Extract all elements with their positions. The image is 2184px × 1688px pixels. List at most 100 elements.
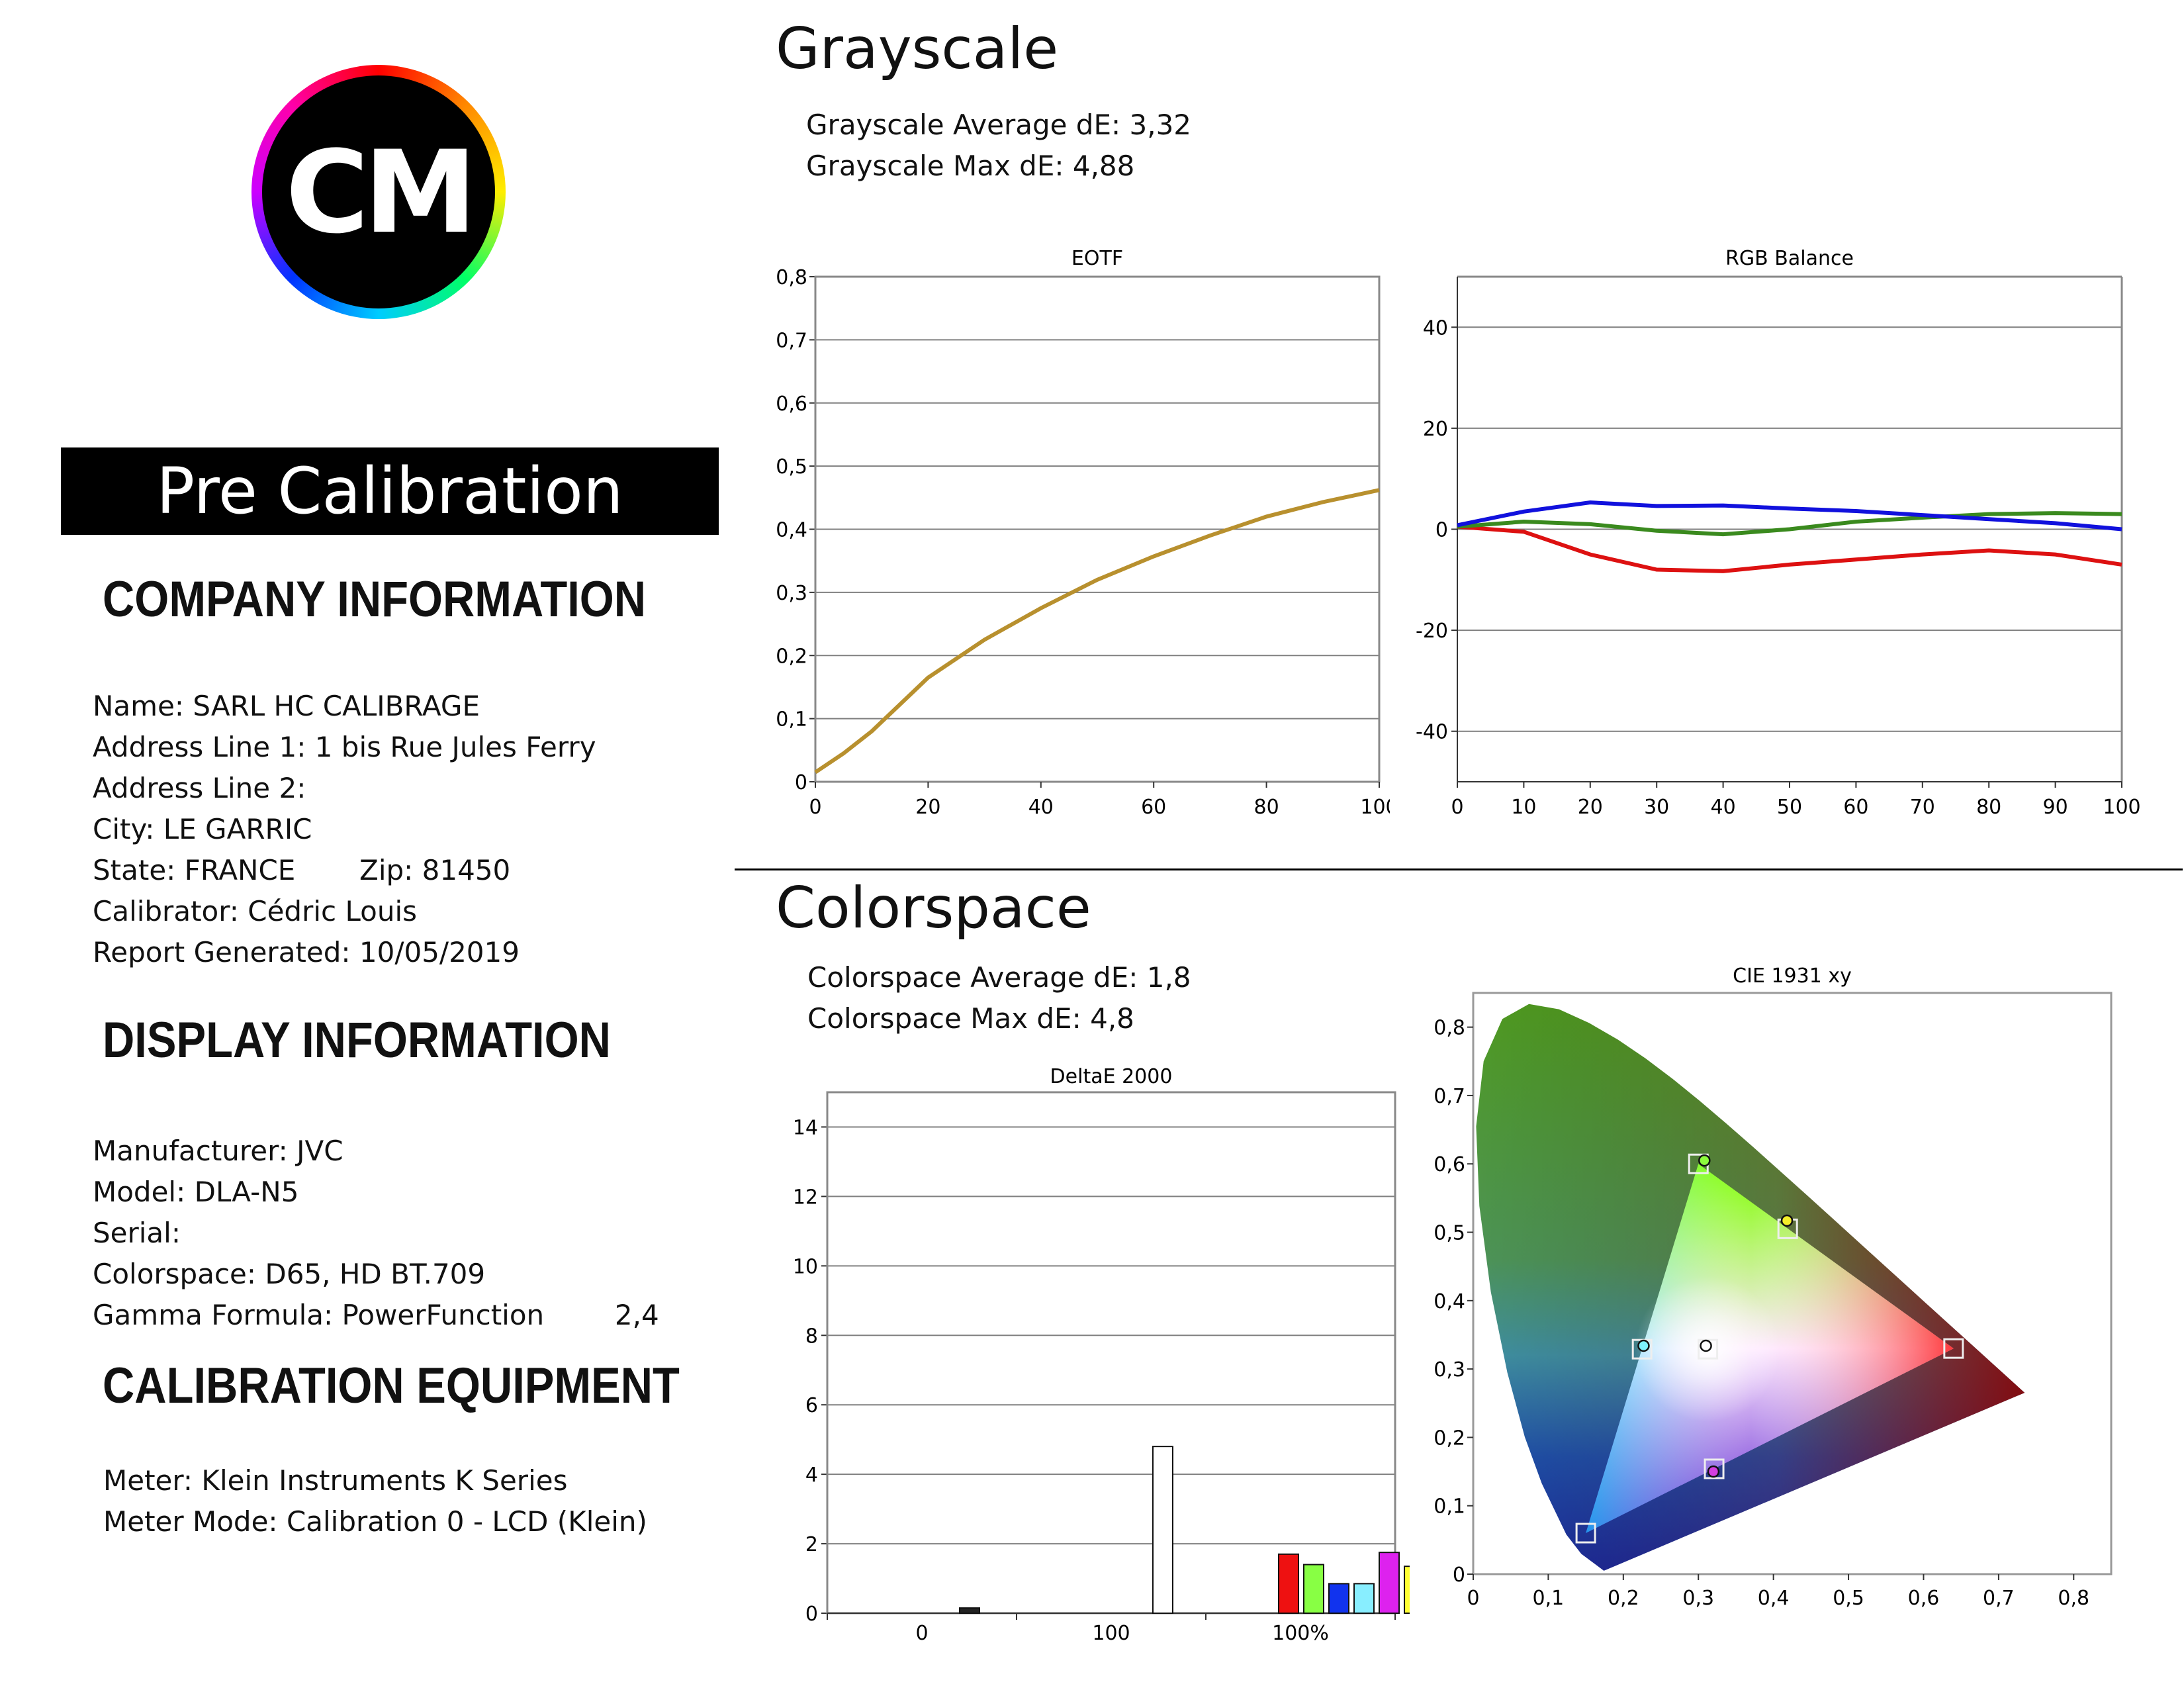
company-zip: Zip: 81450 [359,854,511,886]
deltae-bar [1303,1564,1324,1615]
deltae-bar [1328,1583,1349,1614]
grayscale-stats: Grayscale Average dE: 3,32 Grayscale Max… [806,105,1191,187]
eotf-target-line [815,489,1380,773]
cie-x-tick-label: 0 [1467,1587,1479,1610]
cie-x-tick-label: 0,6 [1908,1587,1940,1610]
eotf-y-tick-label: 0,1 [776,708,807,731]
cie-y-tick-label: 0,7 [1433,1085,1465,1108]
deltae-y-tick-label: 8 [805,1325,818,1348]
cie-x-tick-label: 0,8 [2058,1587,2089,1610]
eotf-chart: EOTF 0 0,1 0,2 0,3 0,4 0,5 0,6 0,7 0,8 0 20 40 60 80 10… [776,247,1390,819]
cie-measured-magenta [1707,1465,1720,1478]
rgb-x-tick-label: 10 [1511,796,1536,819]
cie-y-tick-label: 0,1 [1433,1495,1465,1519]
cie-y-tick-label: 0,8 [1433,1017,1465,1040]
deltae-y-tick-label: 4 [805,1464,818,1487]
rgb-x-tick-label: 50 [1777,796,1802,819]
display-gamma-value: 2,4 [614,1299,659,1331]
colorspace-max-de: Colorspace Max dE: 4,8 [807,1002,1134,1035]
grayscale-average-de: Grayscale Average dE: 3,32 [806,109,1192,141]
deltae-2000-chart: DeltaE 2000 0 2 4 6 8 10 12 14 0 100 100% [793,1065,1410,1645]
rgb-balance-title: RGB Balance [1725,247,1854,270]
logo-inner: CM [262,75,495,308]
deltae-bar [1353,1583,1375,1614]
rgb-y-tick-label: 40 [1423,316,1448,340]
cie-y-tick-label: 0,4 [1433,1290,1465,1313]
grayscale-title: Grayscale [776,16,1059,82]
cie-y-tick-label: 0,3 [1433,1358,1465,1382]
eotf-x-tick-label: 20 [915,796,940,819]
rgb-x-tick-label: 20 [1578,796,1603,819]
rgb-x-tick-label: 40 [1711,796,1736,819]
cie-target-white [1698,1338,1719,1360]
cie-x-tick-label: 0,1 [1533,1587,1565,1610]
cm-logo: CM [251,65,506,319]
company-name: Name: SARL HC CALIBRAGE [93,690,480,722]
deltae-y-tick-label: 0 [805,1603,818,1626]
rgb-balance-chart: RGB Balance -40 -20 0 20 40 0 10 20 30 40 50 60 70 80 9… [1416,247,2141,819]
cie-y-tick-label: 0 [1453,1564,1465,1587]
cie-target-magenta [1704,1458,1725,1479]
deltae-x-tick-label: 100 [1092,1622,1130,1645]
eotf-plot-frame [814,275,1381,783]
eotf-x-tick-label: 80 [1254,796,1279,819]
cie-title: CIE 1931 xy [1733,964,1852,988]
cie-x-tick-label: 0,5 [1833,1587,1864,1610]
pre-calibration-banner: Pre Calibration [61,447,719,535]
company-city: City: LE GARRIC [93,813,312,845]
company-address-2: Address Line 2: [93,772,306,804]
rgb-red-line [1457,524,2122,573]
cie-target-red [1943,1338,1964,1359]
deltae-bar [1152,1446,1173,1614]
rgb-green-line [1457,511,2122,537]
company-state-row: State: FRANCE Zip: 81450 [93,850,596,891]
eotf-y-tick-label: 0,7 [776,329,807,352]
cie-x-tick-label: 0,3 [1682,1587,1714,1610]
cie-1931-chart: CIE 1931 xy 0 0,1 0,2 0,3 0,4 0,5 0,6 0,7 0,8 0 0,1… [1433,964,2113,1610]
company-report-date: Report Generated: 10/05/2019 [93,936,520,968]
deltae-x-tick-label: 100% [1272,1622,1329,1645]
eotf-title: EOTF [1071,247,1123,270]
display-manufacturer: Manufacturer: JVC [93,1135,343,1167]
display-info-block: Manufacturer: JVC Model: DLA-N5 Serial: … [93,1131,659,1336]
deltae-bar [1379,1552,1400,1615]
grayscale-max-de: Grayscale Max dE: 4,88 [806,150,1135,182]
cie-y-tick-label: 0,5 [1433,1222,1465,1245]
cie-measured-cyan [1637,1339,1650,1352]
company-address-1: Address Line 1: 1 bis Rue Jules Ferry [93,731,596,763]
section-divider [735,868,2183,870]
rgb-x-tick-label: 30 [1644,796,1669,819]
cie-measured-white [1700,1339,1712,1352]
eotf-y-tick-label: 0,3 [776,582,807,605]
rgb-x-tick-label: 100 [2103,796,2140,819]
deltae-x-tick-label: 0 [915,1622,928,1645]
deltae-y-tick-label: 2 [805,1533,818,1556]
company-info-block: Name: SARL HC CALIBRAGE Address Line 1: … [93,686,596,973]
display-serial: Serial: [93,1217,181,1249]
rgb-x-tick-label: 60 [1843,796,1868,819]
rgb-x-tick-label: 0 [1451,796,1463,819]
cie-plot-frame [1472,992,2113,1575]
cie-measured-green [1698,1154,1711,1167]
eotf-y-tick-label: 0,4 [776,519,807,542]
rgb-x-tick-label: 70 [1910,796,1935,819]
rgb-y-tick-label: 0 [1435,519,1448,542]
cie-y-tick-label: 0,2 [1433,1427,1465,1450]
display-model: Model: DLA-N5 [93,1176,299,1208]
eotf-y-tick-label: 0,5 [776,455,807,479]
deltae-y-tick-label: 10 [793,1255,818,1278]
company-state: State: FRANCE [93,854,296,886]
eotf-x-tick-label: 40 [1028,796,1054,819]
rgb-x-tick-label: 90 [2043,796,2068,819]
deltae-y-tick-label: 14 [793,1116,818,1139]
eotf-x-tick-label: 60 [1141,796,1166,819]
deltae-title: DeltaE 2000 [1050,1065,1173,1088]
colorspace-title: Colorspace [776,875,1091,941]
deltae-y-tick-label: 6 [805,1394,818,1417]
display-gamma-row: Gamma Formula: PowerFunction 2,4 [93,1295,659,1336]
rgb-x-tick-label: 80 [1976,796,2001,819]
calibration-equipment-heading: CALIBRATION EQUIPMENT [103,1358,680,1414]
deltae-bar [1404,1566,1410,1614]
colorspace-average-de: Colorspace Average dE: 1,8 [807,961,1191,994]
cie-target-blue [1575,1523,1596,1544]
